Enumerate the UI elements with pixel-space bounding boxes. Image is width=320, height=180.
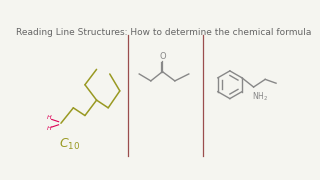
Text: $C_{10}$: $C_{10}$ [59, 137, 80, 152]
Text: Reading Line Structures: How to determine the chemical formula: Reading Line Structures: How to determin… [16, 28, 312, 37]
Text: H: H [47, 126, 52, 131]
Text: O: O [159, 52, 166, 61]
Text: H: H [47, 115, 52, 120]
Text: NH$_2$: NH$_2$ [252, 91, 268, 103]
